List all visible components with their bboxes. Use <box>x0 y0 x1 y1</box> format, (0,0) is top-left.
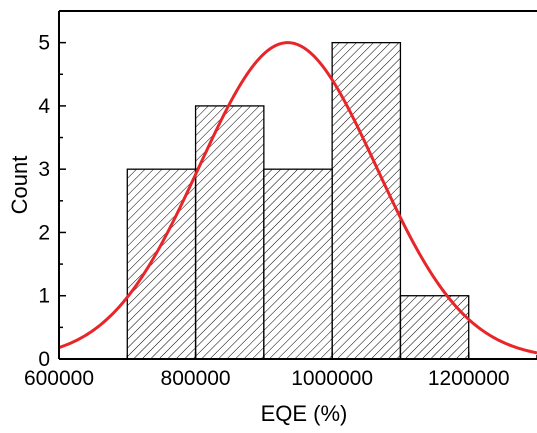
histogram-bars <box>126 41 470 360</box>
y-tick-label: 1 <box>38 285 50 308</box>
histogram-bar-2 <box>194 105 265 360</box>
histogram-bar-3 <box>263 168 333 360</box>
x-tick-label: 1000000 <box>291 367 373 390</box>
y-tick-label: 4 <box>38 95 50 118</box>
x-tick-label: 800000 <box>161 367 231 390</box>
axis-ticks <box>58 10 537 360</box>
normal-fit-curve <box>59 41 537 355</box>
y-tick-label: 5 <box>38 32 50 55</box>
y-tick-label: 0 <box>38 348 50 371</box>
histogram-bar-5 <box>399 295 470 360</box>
y-tick-label: 2 <box>38 221 50 244</box>
y-tick-label: 3 <box>38 158 50 181</box>
y-axis-title: Count <box>7 156 32 215</box>
normal-fit-curve-layer <box>59 41 537 355</box>
histogram-bar-4 <box>331 41 402 360</box>
x-tick-label: 600000 <box>24 367 94 390</box>
x-tick-label: 1200000 <box>428 367 510 390</box>
x-axis-title: EQE (%) <box>261 401 348 426</box>
plot-frame <box>58 10 537 360</box>
axis-labels: 600000 800000 1000000 1200000 0 1 2 3 4 5 EQE (%) C… <box>7 32 510 426</box>
